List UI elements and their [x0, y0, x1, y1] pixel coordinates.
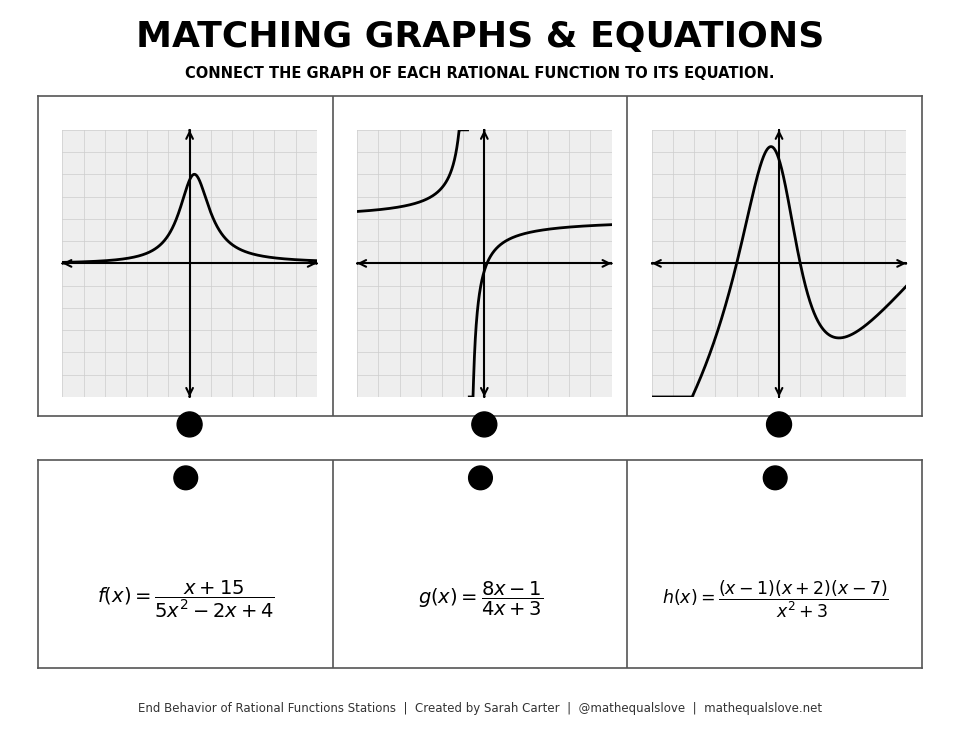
Circle shape: [174, 466, 198, 490]
Text: CONNECT THE GRAPH OF EACH RATIONAL FUNCTION TO ITS EQUATION.: CONNECT THE GRAPH OF EACH RATIONAL FUNCT…: [185, 66, 775, 81]
Circle shape: [468, 466, 492, 490]
Text: MATCHING GRAPHS & EQUATIONS: MATCHING GRAPHS & EQUATIONS: [135, 19, 825, 53]
Text: $f(x) = \dfrac{x + 15}{5x^2 - 2x + 4}$: $f(x) = \dfrac{x + 15}{5x^2 - 2x + 4}$: [97, 579, 275, 620]
Text: End Behavior of Rational Functions Stations  |  Created by Sarah Carter  |  @mat: End Behavior of Rational Functions Stati…: [138, 702, 822, 715]
Text: $g(x) = \dfrac{8x - 1}{4x + 3}$: $g(x) = \dfrac{8x - 1}{4x + 3}$: [418, 580, 543, 618]
Circle shape: [472, 412, 496, 437]
Circle shape: [178, 412, 202, 437]
Text: $h(x) = \dfrac{(x - 1)(x + 2)(x - 7)}{x^2 + 3}$: $h(x) = \dfrac{(x - 1)(x + 2)(x - 7)}{x^…: [661, 579, 889, 620]
Circle shape: [763, 466, 787, 490]
Circle shape: [767, 412, 791, 437]
